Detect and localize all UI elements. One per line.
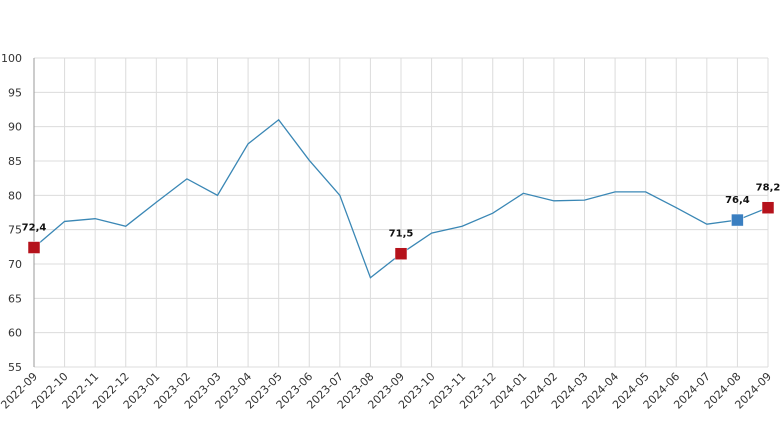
y-tick-label: 100: [1, 52, 22, 65]
marker: [394, 247, 408, 260]
marker: [761, 201, 775, 214]
y-tick-label: 80: [8, 189, 22, 202]
value-label: 72,4: [22, 223, 47, 234]
y-tick-label: 60: [8, 327, 22, 340]
y-tick-label: 85: [8, 155, 22, 168]
y-tick-label: 90: [8, 121, 22, 134]
marker: [27, 241, 41, 254]
marker: [731, 213, 744, 227]
value-label: 78,2: [756, 183, 780, 194]
value-label: 71,5: [389, 229, 414, 240]
y-tick-label: 55: [8, 361, 22, 374]
value-label: 76,4: [725, 195, 750, 206]
y-tick-label: 65: [8, 292, 22, 305]
y-tick-label: 95: [8, 86, 22, 99]
y-tick-label: 75: [8, 224, 22, 237]
y-tick-label: 70: [8, 258, 22, 271]
